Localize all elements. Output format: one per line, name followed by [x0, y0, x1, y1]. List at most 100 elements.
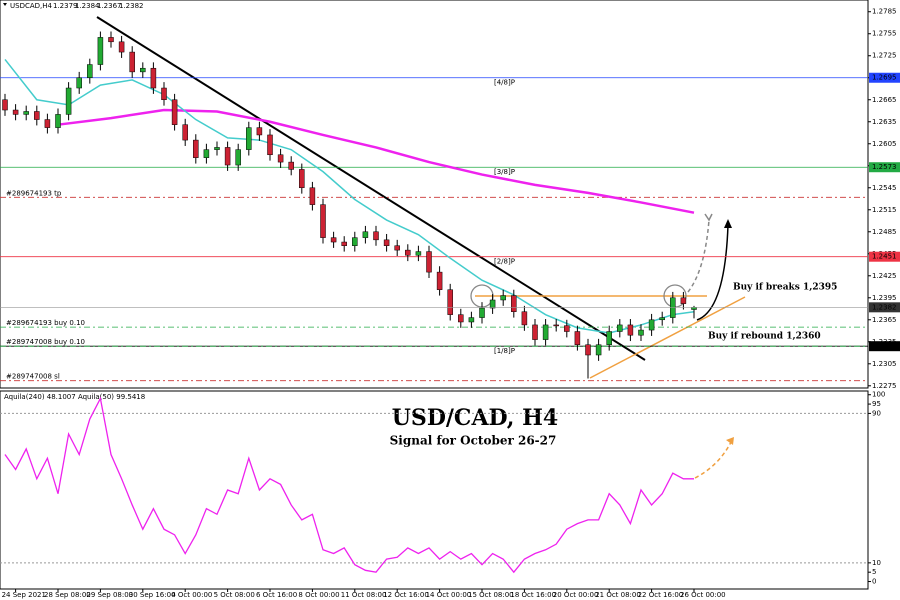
osc-arrow-head [726, 437, 734, 445]
y-tick-label: 1.2275 [872, 382, 897, 390]
header-high: 1.2384 [75, 2, 100, 10]
candle-body [341, 241, 347, 246]
candle-body [447, 289, 453, 315]
x-tick-label: 26 Oct 00:00 [680, 591, 726, 599]
candle-body [479, 307, 485, 318]
annotation: Buy if breaks 1,2395 [733, 283, 837, 293]
x-tick-label: 8 Oct 00:00 [298, 591, 339, 599]
candle-body [256, 127, 263, 136]
y-tick-label: 1.2725 [872, 52, 897, 60]
order-label: #289674193 tp [6, 189, 62, 197]
price-box [869, 302, 900, 313]
candle-body [691, 307, 697, 310]
moving-average [57, 108, 695, 214]
x-tick-label: 22 Oct 16:00 [638, 591, 684, 599]
x-tick-label: 29 Sep 08:00 [86, 591, 133, 599]
candle-body [140, 67, 146, 73]
level-box [869, 341, 900, 352]
candle-body [553, 324, 559, 327]
candle-body [426, 251, 432, 273]
osc-tick-label: 90 [872, 409, 881, 417]
header-symbol: USDCAD,H4 [10, 2, 53, 10]
candle-body [627, 324, 634, 336]
x-tick-label: 20 Oct 00:00 [553, 591, 599, 599]
order-label: #289747008 buy 0.10 [6, 338, 85, 346]
y-tick-label: 1.2665 [872, 96, 897, 104]
y-tick-label: 1.2395 [872, 294, 897, 302]
candle-body [617, 324, 623, 332]
candle-body [193, 139, 199, 158]
osc-tick-label: 100 [872, 391, 885, 399]
header-low: 1.2367 [97, 2, 122, 10]
osc-title: Aquila(240) 48.1007 Aquila(50) 99.5418 [4, 393, 145, 401]
arrow [696, 224, 729, 321]
candle-body [12, 109, 19, 115]
level-name: [4/8]P [494, 79, 515, 87]
candle-body [224, 147, 231, 166]
candle-body [97, 37, 104, 65]
y-tick-label: 1.2605 [872, 140, 897, 148]
level-value: 1.2573 [872, 163, 897, 171]
level-name: [2/8]P [494, 258, 515, 266]
osc-tick-label: 95 [872, 400, 881, 408]
candle-body [129, 51, 135, 73]
order-label: #289747008 sl [6, 373, 60, 381]
x-tick-label: 12 Oct 16:00 [383, 591, 429, 599]
moving-average [4, 58, 695, 334]
candle-body [34, 111, 40, 120]
candle-body [511, 295, 517, 312]
candle-body [362, 231, 369, 238]
candle-body [267, 134, 273, 156]
candle-body [246, 127, 252, 150]
candle-body [468, 317, 475, 323]
candle-body [638, 329, 644, 336]
candle-body [574, 331, 581, 345]
main-frame [0, 0, 869, 389]
y-tick-label: 1.2485 [872, 228, 897, 236]
candle-body [405, 249, 411, 256]
current-price: 1.2382 [872, 303, 897, 311]
candle-body [659, 317, 665, 321]
header-close: 1.2382 [119, 2, 144, 10]
candle-body [606, 331, 612, 345]
candle-body [648, 319, 655, 331]
dashed-arrow [687, 219, 710, 293]
candle-body [373, 231, 379, 241]
arrow-head [724, 219, 732, 228]
candle-body [352, 237, 358, 246]
candle-body [680, 297, 687, 304]
y-tick-label: 1.2545 [872, 184, 897, 192]
candle-body [108, 37, 114, 43]
candle-body [299, 169, 305, 189]
osc-arrow [694, 439, 733, 479]
oscillator-line [4, 396, 694, 574]
x-tick-label: 11 Oct 08:00 [341, 591, 387, 599]
candle-body [532, 324, 538, 340]
candle-body [277, 154, 284, 163]
candle-body [55, 114, 61, 128]
level-value: 1.2695 [872, 74, 897, 82]
order-label: #289674193 buy 0.10 [6, 319, 85, 327]
candle-body [500, 295, 506, 301]
y-tick-label: 1.2755 [872, 30, 897, 38]
y-tick-label: 1.2365 [872, 316, 897, 324]
candle-body [150, 67, 157, 89]
y-tick-label: 1.2635 [872, 118, 897, 126]
candle-body [65, 87, 72, 115]
candle-body [203, 149, 210, 158]
candle-body [214, 147, 220, 150]
candle-body [118, 41, 125, 53]
annotation: Buy if rebound 1,2360 [708, 332, 821, 342]
chart-subtitle: Signal for October 26-27 [390, 434, 557, 448]
x-tick-label: 30 Sep 16:00 [129, 591, 176, 599]
candle-body [235, 149, 241, 166]
level-box [869, 72, 900, 83]
candle-body [436, 271, 443, 290]
osc-frame [0, 390, 869, 590]
candle-body [458, 314, 464, 323]
x-tick-label: 24 Sep 2021 [2, 591, 46, 599]
x-tick-label: 4 Oct 00:00 [171, 591, 212, 599]
y-tick-label: 1.2785 [872, 8, 897, 16]
candle-body [2, 99, 8, 111]
x-tick-label: 28 Sep 08:00 [44, 591, 91, 599]
